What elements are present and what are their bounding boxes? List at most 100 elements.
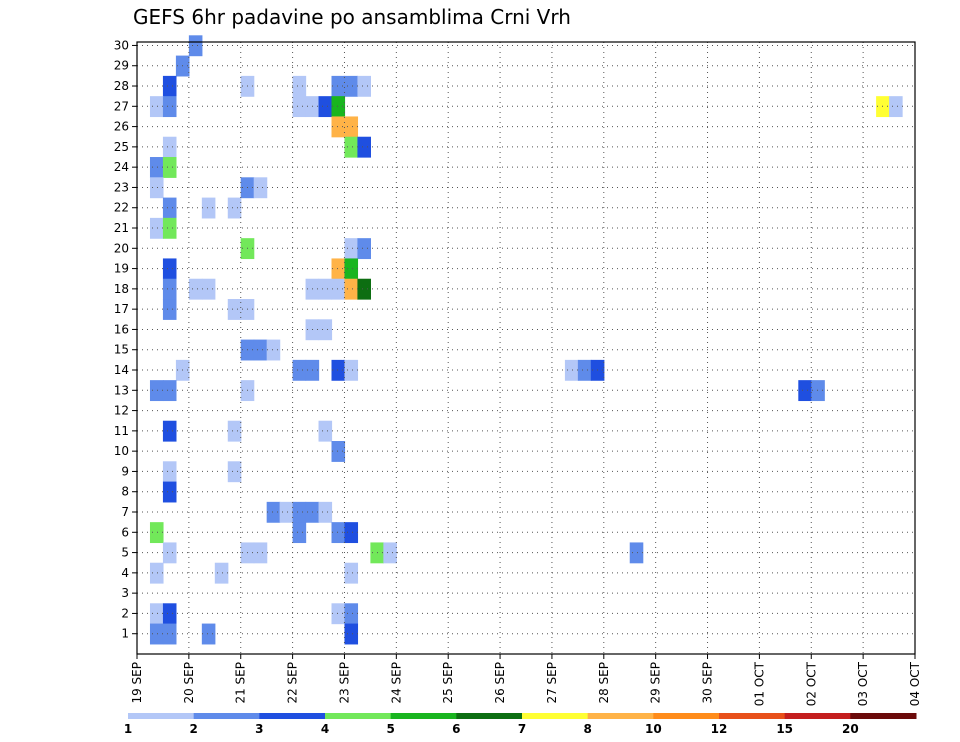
- y-tick-label: 22: [114, 201, 129, 215]
- heatmap-cell: [292, 75, 307, 97]
- y-tick-label: 20: [114, 241, 129, 255]
- y-tick-label: 12: [114, 404, 129, 418]
- heatmap-cell: [162, 197, 177, 219]
- x-tick-label: 25 SEP: [441, 662, 455, 704]
- heatmap-cell: [162, 96, 177, 118]
- heatmap-cell: [279, 501, 294, 523]
- heatmap-cell: [149, 157, 164, 178]
- heatmap-cell: [214, 562, 229, 584]
- x-tick-label: 03 OCT: [856, 661, 870, 706]
- legend-swatch: [193, 713, 260, 719]
- heatmap-cell: [331, 441, 346, 462]
- y-tick-label: 7: [121, 505, 129, 519]
- y-tick-label: 13: [114, 383, 129, 397]
- heatmap-cell: [811, 380, 825, 402]
- y-tick-label: 24: [114, 160, 129, 174]
- plot-frame: [136, 41, 916, 655]
- heatmap-cell: [577, 359, 592, 381]
- legend-label: 15: [776, 722, 793, 736]
- y-tick-label: 9: [121, 464, 129, 478]
- x-tick-label: 24 SEP: [389, 662, 403, 704]
- y-tick-label: 17: [114, 302, 129, 316]
- heatmap-cell: [162, 258, 177, 280]
- x-tick-label: 19 SEP: [130, 662, 144, 704]
- legend-swatch: [259, 713, 326, 719]
- heatmap-cell: [344, 136, 359, 158]
- y-tick-label: 14: [114, 363, 129, 377]
- heatmap-cell: [383, 542, 397, 564]
- y-tick-label: 11: [114, 424, 129, 438]
- x-tick-label: 04 OCT: [908, 661, 922, 706]
- heatmap-cell: [357, 136, 371, 158]
- y-tick-label: 18: [114, 282, 129, 296]
- heatmap-cell: [201, 197, 216, 219]
- heatmap-cell: [201, 623, 216, 645]
- legend-label: 5: [386, 722, 394, 736]
- heatmap-cell: [564, 359, 579, 381]
- heatmap-cell: [162, 542, 177, 564]
- heatmap-cell: [318, 319, 333, 341]
- legend-label: 8: [583, 722, 591, 736]
- legend-swatch: [325, 713, 392, 719]
- heatmap-cell: [331, 258, 346, 280]
- heatmap-cell: [149, 96, 164, 118]
- legend-label: 6: [452, 722, 460, 736]
- heatmap-cell: [331, 75, 346, 97]
- heatmap-cell: [162, 623, 177, 645]
- heatmap-cell: [357, 75, 371, 97]
- heatmap-cell: [227, 420, 242, 442]
- y-tick-label: 15: [114, 343, 129, 357]
- y-tick-label: 26: [114, 120, 129, 134]
- heatmap-cell: [149, 380, 164, 402]
- y-tick-label: 23: [114, 180, 129, 194]
- heatmap-cell: [331, 359, 346, 381]
- heatmap-cell: [162, 157, 177, 178]
- grid-lines: [137, 42, 915, 654]
- y-tick-label: 5: [121, 546, 129, 560]
- legend-label: 2: [189, 722, 197, 736]
- heatmap-cell: [344, 278, 359, 300]
- x-tick-label: 26 SEP: [493, 662, 507, 704]
- heatmap-cell: [162, 603, 177, 625]
- heatmap-cell: [344, 75, 359, 97]
- heatmap-cell: [162, 278, 177, 300]
- y-axis-ticks: 1234567891011121314151617181920212223242…: [114, 38, 137, 641]
- y-tick-label: 10: [114, 444, 129, 458]
- legend-label: 7: [518, 722, 526, 736]
- y-tick-label: 2: [121, 606, 129, 620]
- heatmap-cell: [344, 258, 359, 280]
- heatmap-cell: [201, 278, 216, 300]
- y-tick-label: 27: [114, 99, 129, 113]
- heatmap-cell: [344, 623, 359, 645]
- y-tick-label: 3: [121, 586, 129, 600]
- heatmap-cells: [149, 35, 903, 645]
- heatmap-cell: [344, 359, 359, 381]
- heatmap-cell: [292, 522, 307, 544]
- chart-title: GEFS 6hr padavine po ansamblima Crni Vrh: [133, 5, 571, 29]
- heatmap-cell: [253, 542, 268, 564]
- legend-label: 12: [711, 722, 728, 736]
- legend-swatch: [128, 713, 195, 719]
- heatmap-cell: [318, 501, 333, 523]
- heatmap-cell: [162, 217, 177, 239]
- heatmap-cell: [227, 197, 242, 219]
- y-tick-label: 1: [121, 627, 129, 641]
- y-tick-label: 25: [114, 140, 129, 154]
- heatmap-cell: [188, 278, 203, 300]
- legend-swatch: [390, 713, 457, 719]
- y-tick-label: 21: [114, 221, 129, 235]
- heatmap-cell: [344, 603, 359, 625]
- heatmap-cell: [357, 278, 371, 300]
- heatmap-cell: [149, 217, 164, 239]
- heatmap-cell: [292, 501, 307, 523]
- x-tick-label: 20 SEP: [182, 662, 196, 704]
- legend-swatch: [784, 713, 851, 719]
- x-tick-label: 01 OCT: [752, 661, 766, 706]
- heatmap-cell: [149, 623, 164, 645]
- heatmap-cell: [798, 380, 812, 402]
- heatmap-cell: [149, 562, 164, 584]
- y-tick-label: 29: [114, 59, 129, 73]
- heatmap-cell: [344, 522, 359, 544]
- x-tick-label: 02 OCT: [804, 661, 818, 706]
- y-tick-label: 19: [114, 262, 129, 276]
